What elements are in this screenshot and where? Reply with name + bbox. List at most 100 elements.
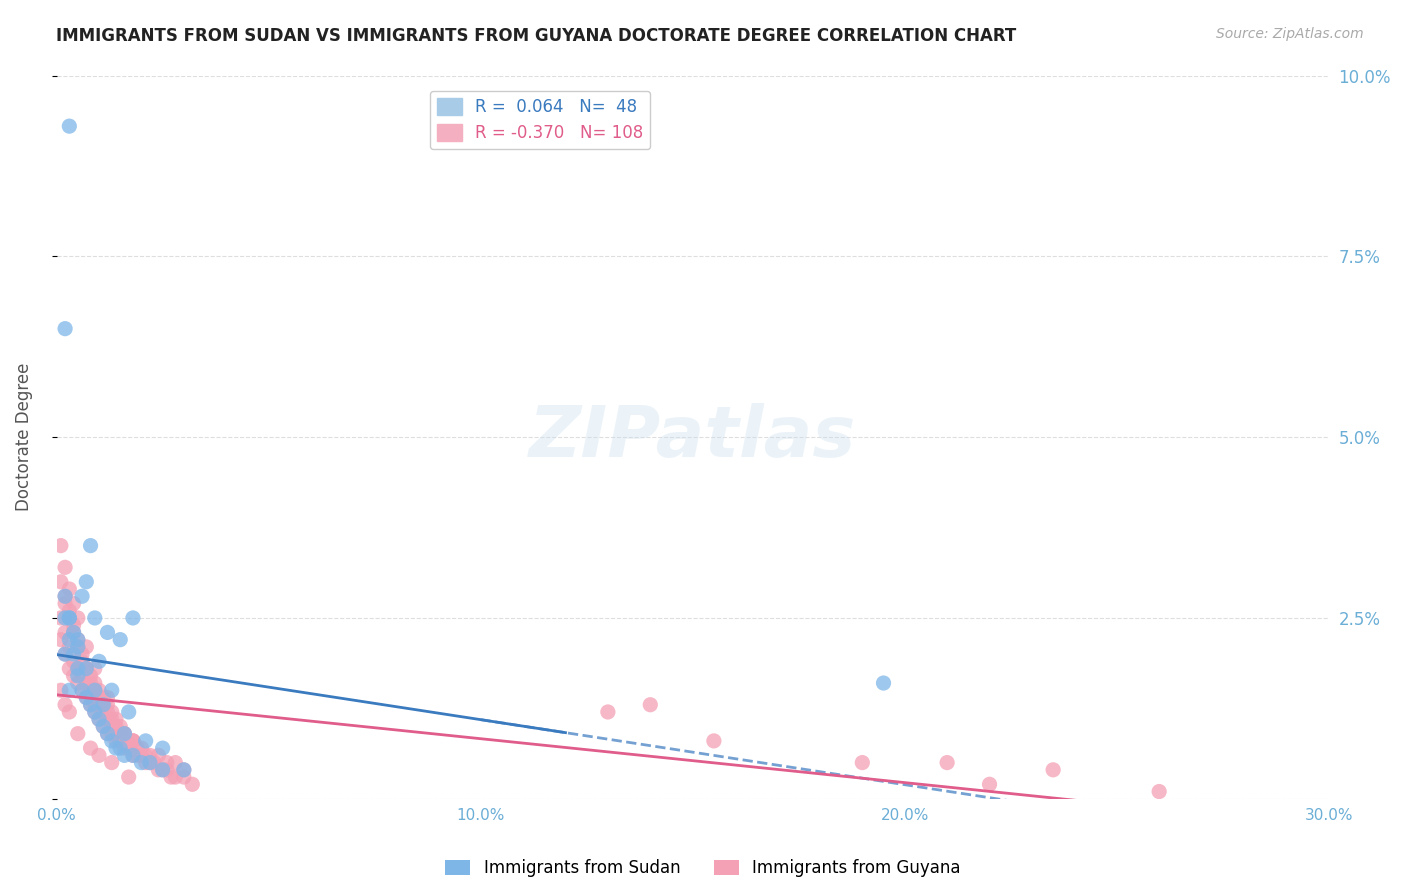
Point xyxy=(104,741,127,756)
Point xyxy=(53,597,76,611)
Point xyxy=(122,611,145,625)
Point xyxy=(114,748,136,763)
Point xyxy=(70,683,93,698)
Point xyxy=(83,683,105,698)
Point xyxy=(148,748,170,763)
Point xyxy=(100,683,122,698)
Point xyxy=(100,705,122,719)
Point xyxy=(114,741,136,756)
Point xyxy=(58,640,80,654)
Point xyxy=(62,647,84,661)
Point xyxy=(936,756,959,770)
Point xyxy=(114,726,136,740)
Point xyxy=(58,611,80,625)
Point xyxy=(91,705,114,719)
Point xyxy=(53,647,76,661)
Point xyxy=(96,712,118,726)
Point xyxy=(127,748,149,763)
Point xyxy=(165,770,187,784)
Point xyxy=(139,748,162,763)
Point xyxy=(1042,763,1064,777)
Point xyxy=(70,669,93,683)
Point xyxy=(156,763,179,777)
Point xyxy=(83,611,105,625)
Point xyxy=(148,763,170,777)
Point xyxy=(58,119,80,133)
Point xyxy=(49,683,72,698)
Point xyxy=(104,734,127,748)
Point xyxy=(58,611,80,625)
Point xyxy=(62,618,84,632)
Point xyxy=(596,705,619,719)
Point xyxy=(96,726,118,740)
Point xyxy=(75,690,97,705)
Point xyxy=(62,654,84,668)
Point xyxy=(58,604,80,618)
Point xyxy=(53,321,76,335)
Text: IMMIGRANTS FROM SUDAN VS IMMIGRANTS FROM GUYANA DOCTORATE DEGREE CORRELATION CHA: IMMIGRANTS FROM SUDAN VS IMMIGRANTS FROM… xyxy=(56,27,1017,45)
Point xyxy=(75,662,97,676)
Point xyxy=(70,654,93,668)
Point xyxy=(66,632,89,647)
Point xyxy=(66,676,89,690)
Point xyxy=(87,654,110,668)
Point xyxy=(58,632,80,647)
Point xyxy=(96,625,118,640)
Point xyxy=(173,763,195,777)
Point xyxy=(58,705,80,719)
Point xyxy=(703,734,725,748)
Point xyxy=(53,698,76,712)
Point xyxy=(872,676,894,690)
Point xyxy=(851,756,873,770)
Point xyxy=(79,539,101,553)
Legend: Immigrants from Sudan, Immigrants from Guyana: Immigrants from Sudan, Immigrants from G… xyxy=(439,853,967,884)
Point xyxy=(87,690,110,705)
Point xyxy=(1147,784,1170,798)
Point xyxy=(122,734,145,748)
Point xyxy=(131,748,153,763)
Point xyxy=(83,705,105,719)
Point xyxy=(122,734,145,748)
Point xyxy=(87,683,110,698)
Point xyxy=(118,741,141,756)
Point xyxy=(75,640,97,654)
Point xyxy=(79,741,101,756)
Point xyxy=(122,748,145,763)
Point xyxy=(79,698,101,712)
Point xyxy=(49,632,72,647)
Point xyxy=(58,611,80,625)
Point xyxy=(110,741,132,756)
Point xyxy=(53,560,76,574)
Point xyxy=(79,698,101,712)
Point xyxy=(83,698,105,712)
Point xyxy=(79,683,101,698)
Point xyxy=(53,611,76,625)
Point xyxy=(104,712,127,726)
Point xyxy=(62,597,84,611)
Point xyxy=(135,734,157,748)
Point xyxy=(104,719,127,733)
Point xyxy=(118,734,141,748)
Point xyxy=(110,726,132,740)
Point xyxy=(70,683,93,698)
Legend: R =  0.064   N=  48, R = -0.370   N= 108: R = 0.064 N= 48, R = -0.370 N= 108 xyxy=(430,91,650,149)
Point xyxy=(53,589,76,603)
Point xyxy=(49,539,72,553)
Point xyxy=(79,669,101,683)
Point xyxy=(62,625,84,640)
Point xyxy=(66,662,89,676)
Point xyxy=(110,734,132,748)
Point xyxy=(87,748,110,763)
Point xyxy=(96,726,118,740)
Point xyxy=(87,712,110,726)
Point xyxy=(62,669,84,683)
Point xyxy=(135,756,157,770)
Point xyxy=(96,698,118,712)
Y-axis label: Doctorate Degree: Doctorate Degree xyxy=(15,363,32,511)
Point xyxy=(49,611,72,625)
Point xyxy=(139,756,162,770)
Point xyxy=(100,756,122,770)
Point xyxy=(114,726,136,740)
Point xyxy=(58,683,80,698)
Point xyxy=(66,611,89,625)
